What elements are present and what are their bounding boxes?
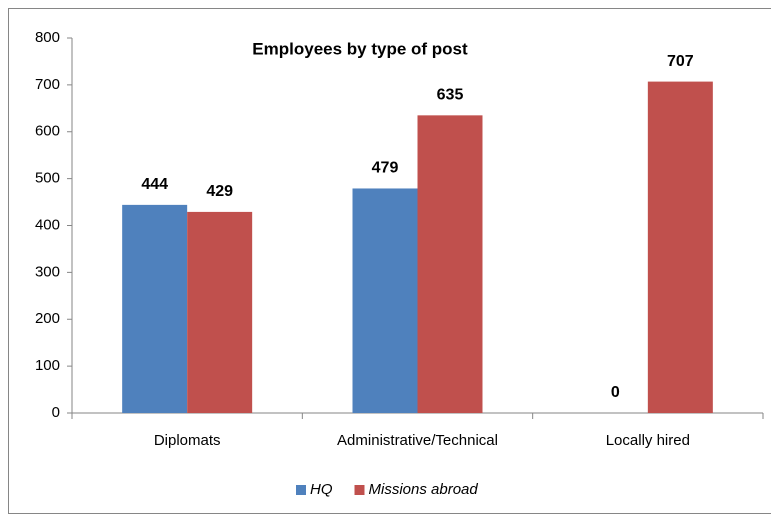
value-label: 0 <box>611 384 620 401</box>
y-tick-label: 700 <box>35 76 60 93</box>
value-label: 635 <box>437 87 464 104</box>
y-tick-label: 400 <box>35 216 60 233</box>
value-label: 444 <box>141 176 168 193</box>
bar <box>647 81 713 413</box>
value-label: 479 <box>372 160 399 177</box>
y-tick-label: 500 <box>35 170 60 187</box>
bar <box>187 211 253 413</box>
bar <box>417 115 483 413</box>
legend-swatch <box>296 485 306 495</box>
y-tick-label: 100 <box>35 357 60 374</box>
x-tick-label: Diplomats <box>154 432 221 449</box>
legend-label: Missions abroad <box>369 481 479 498</box>
bar <box>122 204 188 413</box>
y-tick-label: 200 <box>35 310 60 327</box>
y-tick-label: 600 <box>35 123 60 140</box>
y-tick-label: 300 <box>35 263 60 280</box>
bar <box>352 188 418 413</box>
value-label: 707 <box>667 53 694 70</box>
y-tick-label: 800 <box>35 29 60 46</box>
chart-title: Employees by type of post <box>252 39 468 58</box>
value-label: 429 <box>206 183 233 200</box>
x-tick-label: Administrative/Technical <box>337 432 498 449</box>
x-tick-label: Locally hired <box>606 432 690 449</box>
y-tick-label: 0 <box>52 404 60 421</box>
legend-swatch <box>354 485 365 495</box>
legend-label: HQ <box>310 481 333 498</box>
